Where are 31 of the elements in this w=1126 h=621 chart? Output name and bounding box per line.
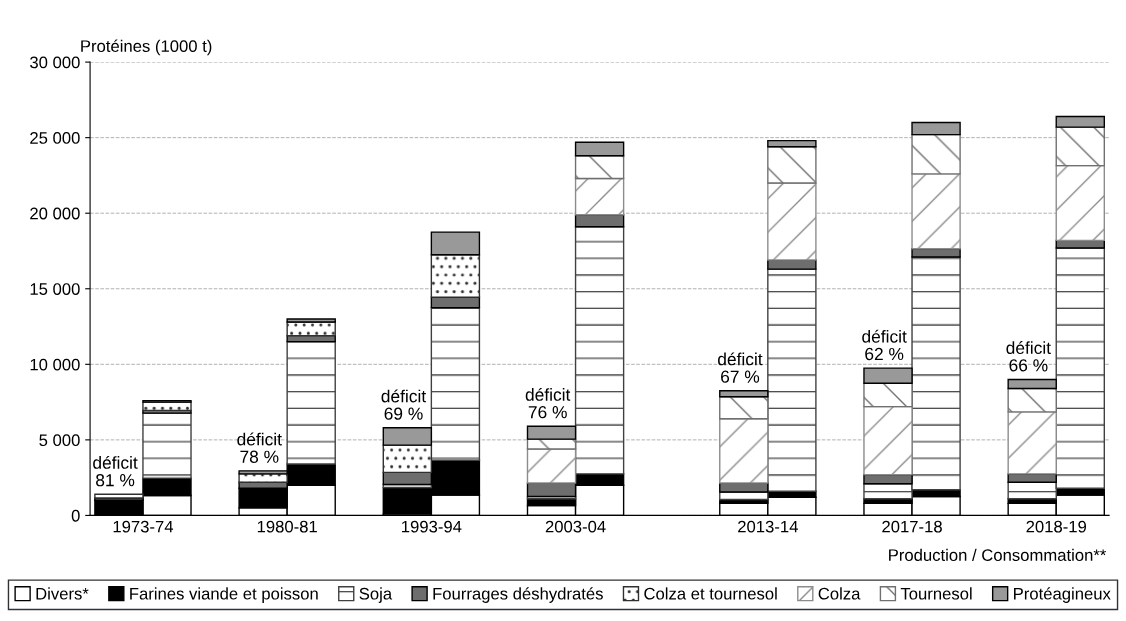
y-tick-label: 30 000: [30, 56, 80, 69]
y-tick-label: 10 000: [30, 358, 80, 371]
text: Production / Consommation**: [889, 548, 1107, 562]
legend-label: Soja: [359, 587, 393, 603]
legend-label: Divers*: [36, 587, 89, 600]
legend-label: Tournesol: [900, 587, 972, 600]
legend-label: Protéagineux: [1014, 587, 1111, 603]
annotation: déficit 78 %: [237, 432, 282, 463]
annotation: déficit 69 %: [381, 389, 427, 420]
x-tick-label: 2017-18: [882, 520, 942, 533]
legend-label: Colza: [818, 587, 861, 600]
y-tick-label: 25 000: [30, 132, 80, 144]
x-tick-label: 1980-81: [257, 520, 317, 533]
x-tick-label: 1993-94: [402, 520, 462, 533]
annotation: déficit 81 %: [93, 455, 138, 487]
y-tick-label: 15 000: [30, 283, 80, 295]
x-tick-label: 2003-04: [545, 520, 606, 533]
legend-label: Fourrages déshydratés: [433, 587, 603, 603]
legend-label: Colza et tournesol: [644, 587, 777, 600]
y-axis-title: Protéines (1000 t): [81, 39, 212, 56]
y-tick-label: 20 000: [30, 207, 80, 220]
x-tick-label: 1973-74: [113, 520, 174, 533]
legend-label: Farines viande et poisson: [130, 587, 318, 603]
annotation: déficit 76 %: [525, 387, 571, 419]
annotation: déficit 67 %: [718, 352, 763, 383]
x-tick-label: 2013-14: [738, 520, 798, 533]
y-tick-label: 0: [71, 509, 80, 522]
x-tick-label: 2018-19: [1026, 520, 1087, 533]
annotation: déficit 62 %: [862, 329, 907, 361]
annotation: déficit 66 %: [1006, 341, 1051, 372]
y-tick-label: 5 000: [39, 434, 80, 447]
